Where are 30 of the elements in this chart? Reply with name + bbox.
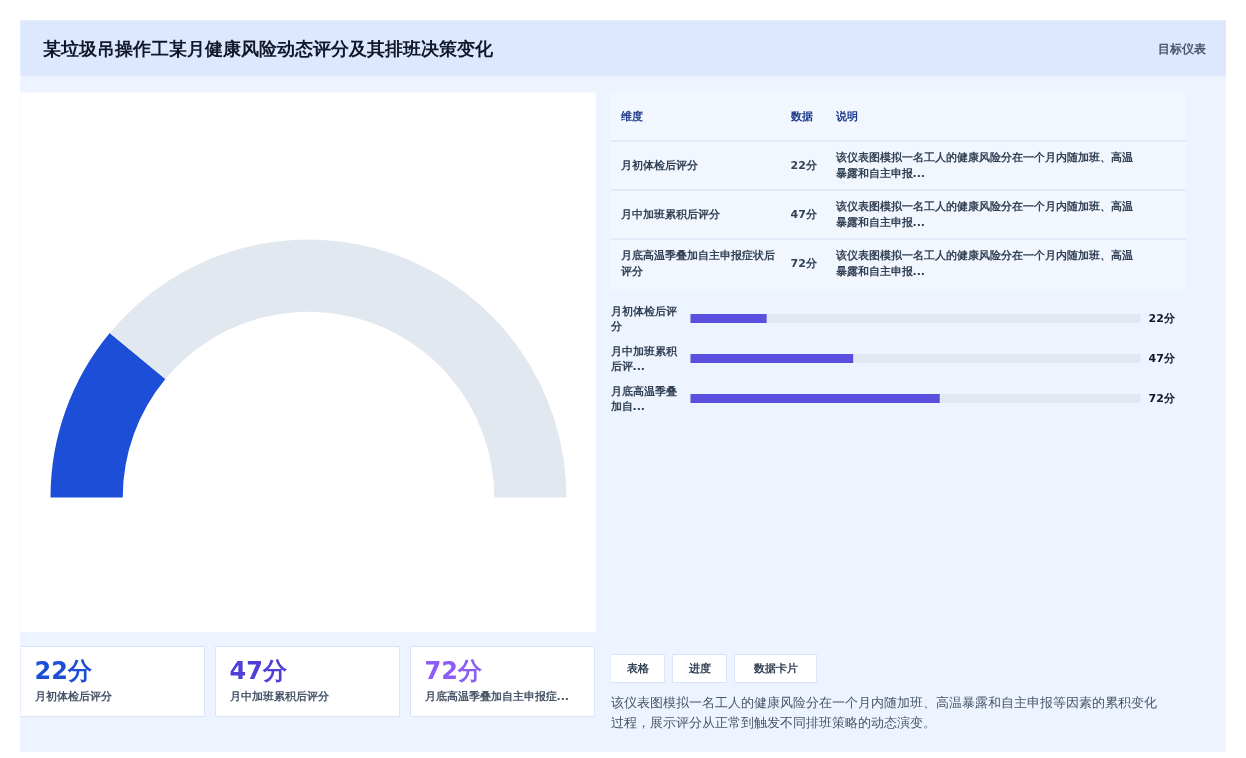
text: 说明 [834,110,858,123]
text: 月中加班累积后评分 [619,208,721,221]
y-tick-label: 月初体检后评分 [609,304,677,333]
text: 进度 [687,662,711,675]
text: 月中加班累积后评分 [228,690,330,703]
text: 某垃圾吊操作工某月健康风险动态评分及其排班决策变化 [41,38,494,59]
text: 月初体检后评分 [619,159,699,172]
text: 72分 [424,656,483,685]
data-label: 47分 [1148,352,1176,365]
text: 月底高温季叠加自主申报症... [423,690,570,703]
text: 维度 [619,110,643,123]
y-tick-label: 月中加班累积后评... [609,344,678,373]
text: 数据卡片 [752,662,798,675]
data-label: 22分 [1148,312,1176,325]
text: 该仪表图模拟一名工人的健康风险分在一个月内随加班、高温暴露和自主申报... [834,200,1133,229]
text: 表格 [625,662,650,675]
text: 该仪表图模拟一名工人的健康风险分在一个月内随加班、高温暴露和自主申报... [834,151,1133,180]
text: 该仪表图模拟一名工人的健康风险分在一个月内随加班、高温暴露和自主申报等因素的累积变化过程，展示评分从正常到触发不同排班策略的动态演变。 [610,695,1157,730]
data-label: 72分 [1148,392,1176,405]
y-tick-label: 月底高温季叠加自... [609,384,677,413]
text: 该仪表图模拟一名工人的健康风险分在一个月内随加班、高温暴露和自主申报... [834,249,1133,278]
text: 22分 [790,159,818,172]
text: 72分 [790,257,818,270]
text: 22分 [34,656,93,685]
text: 47分 [229,656,288,685]
text: 目标仪表 [1157,41,1207,56]
text: 数据 [789,110,813,123]
text: 月初体检后评分 [33,690,113,703]
text: 47分 [790,208,818,221]
text: 月底高温季叠加自主申报症状后评分 [619,249,775,278]
